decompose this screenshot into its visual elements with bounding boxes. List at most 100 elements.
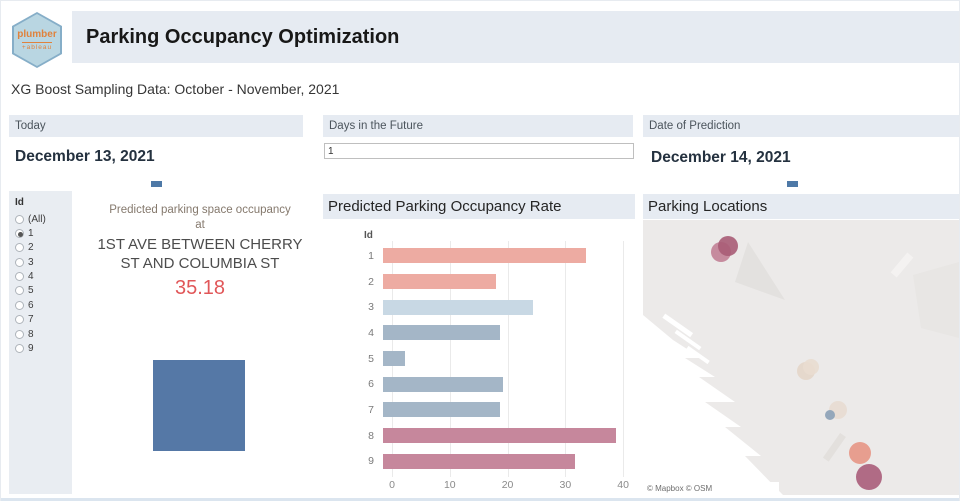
bar-id-7[interactable] [383,402,500,418]
bar-category-label: 9 [368,455,374,468]
radio-icon [15,228,24,238]
prediction-panel-header: Date of Prediction [643,115,959,137]
logo-text-plumber: plumber [17,28,57,40]
bar-category-label: 4 [368,326,374,339]
id-radio-1[interactable]: 1 [15,226,72,240]
bar-id-2[interactable] [383,274,496,290]
bar-id-9[interactable] [383,453,576,469]
map-title: Parking Locations [648,198,768,215]
bar-id-6[interactable] [383,376,503,392]
map-canvas[interactable]: © Mapbox © OSM [643,220,959,495]
prediction-label: Date of Prediction [649,120,741,132]
radio-icon [15,300,24,310]
days-future-input[interactable] [324,143,634,159]
radio-icon [15,243,24,253]
plumber-tableau-logo-icon: plumber +ableau [12,12,62,68]
chart-x-axis: 0 10 20 30 40 [389,479,637,491]
today-panel-header: Today [9,115,303,137]
map-pier-shape [674,329,702,351]
radio-label: (All) [28,213,46,225]
id-filter-panel: Id (All) 1 2 3 4 5 6 7 8 9 [9,191,72,494]
radio-icon [15,315,24,325]
ban-square-mark[interactable] [153,360,245,451]
id-radio-3[interactable]: 3 [15,255,72,269]
radio-icon [15,214,24,224]
bar-id-3[interactable] [383,299,534,315]
map-base-shapes [643,242,959,495]
ban-street-name: 1ST AVE BETWEEN CHERRY ST AND COLUMBIA S… [97,236,303,272]
chart-y-axis-label: Id [364,230,373,241]
radio-icon [15,329,24,339]
map-pier-shape [662,313,694,338]
bar-id-5[interactable] [383,351,405,367]
radio-label: 2 [28,242,34,254]
map-attribution: © Mapbox © OSM [643,482,779,494]
bar-id-8[interactable] [383,428,616,444]
id-filter-list: (All) 1 2 3 4 5 6 7 8 9 [15,212,72,356]
map-attribution-text: © Mapbox © OSM [647,483,713,493]
map-pier-shape [686,345,710,365]
parking-location-dot-4[interactable] [803,359,819,375]
id-radio-7[interactable]: 7 [15,313,72,327]
bar-row-5: 5 [323,346,637,372]
bar-row-3: 3 [323,294,637,320]
chart-rows: 1 2 3 4 5 6 7 8 9 [323,243,637,474]
bar-row-8: 8 [323,423,637,449]
bar-category-label: 8 [368,429,374,442]
prediction-date-mark[interactable] [787,181,798,187]
bar-category-label: 1 [368,249,374,262]
map-block-shape [913,262,959,338]
parking-location-dot-2[interactable] [718,236,738,256]
ban-line1: Predicted parking space occupancy [109,204,291,216]
radio-icon [15,257,24,267]
map-road-shape [890,252,914,278]
predicted-occupancy-panel: Predicted parking space occupancy at 1ST… [72,191,323,494]
radio-label: 8 [28,328,34,340]
bar-id-1[interactable] [383,248,587,264]
bar-category-label: 7 [368,403,374,416]
page-title: Parking Occupancy Optimization [86,25,400,48]
subtitle: XG Boost Sampling Data: October - Novemb… [11,81,340,97]
bar-category-label: 5 [368,352,374,365]
chart-title: Predicted Parking Occupancy Rate [328,198,562,215]
id-radio-9[interactable]: 9 [15,342,72,356]
bar-category-label: 3 [368,301,374,314]
gridline-10 [449,241,451,477]
title-band: Parking Occupancy Optimization [72,11,959,63]
bar-row-7: 7 [323,397,637,423]
bar-id-4[interactable] [383,325,501,341]
x-tick-10: 10 [443,479,456,491]
bar-row-9: 9 [323,449,637,475]
radio-icon [15,286,24,296]
bar-row-6: 6 [323,371,637,397]
radio-label: 9 [28,343,34,355]
map-park-shape [735,242,785,300]
radio-icon [15,272,24,282]
logo-hexagon: plumber +ableau [14,14,60,66]
radio-icon [15,344,24,354]
prediction-date-value: December 14, 2021 [651,149,791,166]
id-radio-all[interactable]: (All) [15,212,72,226]
id-radio-5[interactable]: 5 [15,284,72,298]
id-radio-8[interactable]: 8 [15,327,72,341]
today-date-mark[interactable] [151,181,162,187]
days-future-label: Days in the Future [329,120,423,132]
radio-label: 4 [28,271,34,283]
logo-text-tableau: +ableau [21,41,53,51]
x-tick-30: 30 [559,479,572,491]
gridline-20 [507,241,509,477]
id-radio-4[interactable]: 4 [15,270,72,284]
id-radio-2[interactable]: 2 [15,241,72,255]
parking-location-dot-7[interactable] [849,442,871,464]
parking-location-dot-6[interactable] [825,410,835,420]
x-tick-20: 20 [501,479,514,491]
map-title-band: Parking Locations [643,194,959,219]
map-road-shape [822,432,846,462]
id-radio-6[interactable]: 6 [15,298,72,312]
x-tick-40: 40 [617,479,629,491]
parking-locations-panel: Parking Locations © Mapbox © OSM [643,191,959,495]
parking-location-dot-8[interactable] [856,464,882,490]
radio-label: 7 [28,314,34,326]
bottom-accent-strip [1,498,959,501]
